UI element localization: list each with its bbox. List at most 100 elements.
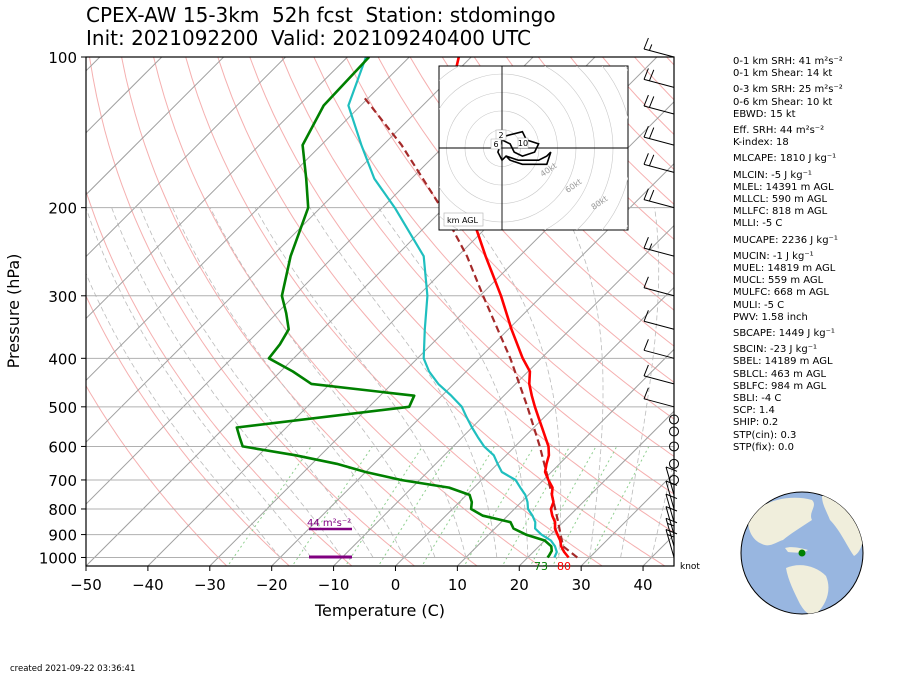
wind-barb-flag — [643, 153, 649, 165]
wind-barb-flag — [643, 68, 649, 80]
x-axis-label: Temperature (C) — [314, 601, 445, 620]
dry-adiabat — [345, 57, 674, 420]
isotherm — [86, 57, 410, 382]
isotherm — [518, 410, 674, 566]
index-line: SHIP: 0.2 — [733, 417, 779, 429]
x-tick-label: 10 — [448, 576, 467, 594]
wind-barb-staff — [643, 287, 675, 297]
chart-title-line1: CPEX-AW 15-3km 52h fcst Station: stdomin… — [86, 3, 556, 27]
y-tick-label: 400 — [48, 350, 77, 368]
hodo-legend-box — [443, 212, 484, 227]
x-tick-label: 40 — [634, 576, 653, 594]
wind-barb-staff — [643, 199, 675, 209]
calm-wind-circle — [669, 426, 679, 437]
hodo-height-box — [517, 137, 529, 149]
isotherm — [86, 57, 472, 443]
index-line: SBLI: -4 C — [733, 393, 782, 405]
wind-barb-staff — [665, 480, 675, 510]
wind-barb-flag — [665, 517, 678, 524]
index-line: MLCAPE: 1810 J kg⁻¹ — [733, 153, 837, 165]
isotherm — [271, 162, 674, 566]
x-tick-label: −30 — [194, 576, 226, 594]
index-line: 0-6 km Shear: 10 kt — [733, 96, 833, 108]
plot-frame — [85, 56, 675, 567]
moist-adiabat — [463, 207, 562, 558]
index-line: MULI: -5 C — [733, 299, 785, 311]
wind-barb-flag — [648, 189, 655, 202]
chart-title-line2: Init: 2021092200 Valid: 202109240400 UTC — [86, 26, 532, 50]
hodo-height-box — [490, 138, 502, 150]
wind-barb-flag — [643, 125, 649, 138]
moist-adiabat — [209, 207, 436, 558]
hodograph-trace — [497, 130, 552, 166]
dry-adiabat — [281, 57, 674, 495]
wind-barb-staff — [643, 247, 675, 257]
wind-barb-flag — [648, 69, 655, 82]
dry-adiabat — [473, 57, 674, 276]
hodo-height-label: 6 — [493, 140, 498, 149]
srh-annotation: 44 m²s⁻² — [307, 518, 351, 529]
y-tick-label: 300 — [48, 288, 77, 306]
wind-barb-flag — [648, 96, 655, 108]
index-line: 0-1 km SRH: 41 m²s⁻² — [733, 56, 843, 67]
hodo-height-label: 10 — [518, 139, 528, 148]
mixing-ratio-line — [421, 446, 495, 566]
x-tick-label: 30 — [572, 576, 591, 594]
isotherm — [395, 286, 674, 566]
axis-ticks: 73 80 −50 −40 −30 −20 −10 0 10 20 30 40 100 200 300 400… — [39, 49, 653, 594]
wind-barb-flag — [648, 44, 653, 51]
index-line: 0-3 km SRH: 25 m²s⁻² — [733, 84, 843, 96]
wind-barb-staff — [643, 78, 675, 88]
wind-barb-flag — [648, 243, 653, 250]
wind-barb-staff — [643, 136, 675, 146]
index-line: EBWD: 15 kt — [733, 108, 796, 120]
calm-wind-circle — [669, 458, 679, 469]
index-line: MUEL: 14819 m AGL — [733, 263, 836, 275]
hodo-height-label: 2 — [498, 131, 503, 140]
index-line: K-index: 18 — [733, 137, 789, 149]
wind-barb-flag — [643, 188, 649, 200]
dry-adiabat — [409, 57, 674, 347]
wind-barb-staff — [643, 48, 675, 58]
hodo-legend: km AGL — [447, 216, 479, 225]
wind-barb-staff — [665, 529, 675, 558]
index-line: MULFC: 668 m AGL — [733, 287, 829, 299]
wind-barb-flag — [643, 37, 649, 50]
index-line: MLLCL: 590 m AGL — [733, 194, 828, 206]
wind-barb-staff — [665, 506, 675, 535]
wind-barb-staff — [665, 518, 675, 547]
calm-wind-circle — [669, 414, 679, 425]
index-line: SBLCL: 463 m AGL — [733, 368, 827, 380]
dry-adiabat — [185, 57, 604, 566]
dewpoint-line — [235, 57, 554, 559]
wind-barb-flag — [643, 94, 649, 107]
south-america-shape — [786, 565, 829, 614]
index-line: SCP: 1.4 — [733, 405, 775, 417]
x-tick-label: −40 — [132, 576, 164, 594]
index-line: MUCIN: -1 J kg⁻¹ — [733, 250, 814, 262]
wind-barb-flag — [667, 522, 674, 527]
north-america-shape — [748, 497, 814, 546]
x-tick-label: 0 — [391, 576, 401, 594]
station-marker — [798, 549, 806, 557]
y-tick-label: 800 — [48, 501, 77, 519]
index-line: SBEL: 14189 m AGL — [733, 356, 833, 368]
y-tick-label: 500 — [48, 399, 77, 417]
moist-adiabat — [86, 272, 281, 558]
dry-adiabat — [377, 57, 674, 383]
sounding-series: 44 m²s⁻² — [235, 57, 578, 559]
mixing-ratio-line — [501, 446, 571, 566]
wind-barb-staff — [643, 105, 675, 115]
index-line: STP(fix): 0.0 — [733, 441, 794, 453]
calm-wind-circle — [669, 474, 679, 485]
background-lines — [86, 57, 674, 566]
index-line: SBCIN: -23 J kg⁻¹ — [733, 344, 818, 356]
index-line: STP(cin): 0.3 — [733, 429, 797, 441]
index-line: MUCAPE: 2236 J kg⁻¹ — [733, 234, 838, 246]
wind-barb-staff — [643, 398, 675, 408]
dry-adiabat — [441, 57, 674, 311]
mixing-ratio-line — [463, 446, 535, 566]
wind-barb-flag — [643, 339, 649, 351]
moist-adiabat — [111, 207, 343, 558]
